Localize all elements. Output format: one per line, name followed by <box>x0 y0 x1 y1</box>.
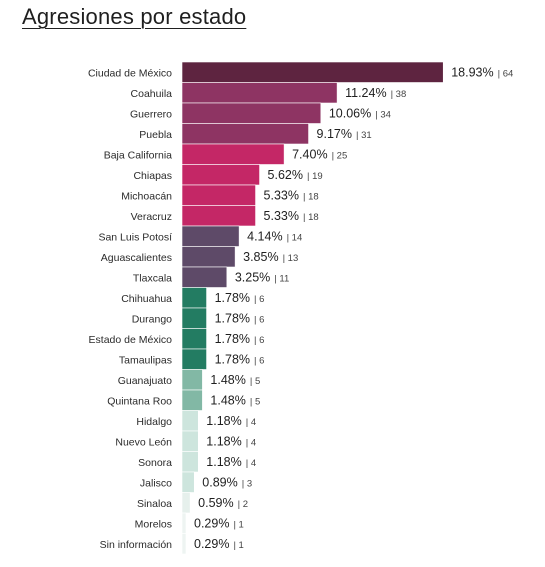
bar-22 <box>181 512 187 534</box>
value-label: 5.33% | 18 <box>264 188 319 202</box>
category-label: Tamaulipas <box>119 354 172 366</box>
value-label: 1.78% | 6 <box>215 352 265 366</box>
bar-19 <box>181 451 199 473</box>
value-label: 1.18% | 4 <box>206 455 256 469</box>
category-label: Chiapas <box>133 170 172 182</box>
value-label: 1.78% | 6 <box>215 291 265 305</box>
bar-4 <box>181 143 285 165</box>
bar-14 <box>181 348 207 370</box>
bar-7 <box>181 205 256 227</box>
bar-1 <box>181 82 338 104</box>
value-label: 3.85% | 13 <box>243 250 298 264</box>
value-label: 9.17% | 31 <box>317 127 372 141</box>
value-label: 1.18% | 4 <box>206 414 256 428</box>
category-label: Hidalgo <box>136 416 172 428</box>
bar-13 <box>181 328 207 350</box>
category-label: Sonora <box>138 457 172 469</box>
category-label: Quintana Roo <box>107 395 172 407</box>
category-label: Puebla <box>139 129 172 141</box>
category-label: Tlaxcala <box>133 272 172 284</box>
value-label: 7.40% | 25 <box>292 147 347 161</box>
bar-10 <box>181 266 228 288</box>
category-label: Jalisco <box>140 477 172 489</box>
category-label: Sinaloa <box>137 498 172 510</box>
bar-16 <box>181 389 203 411</box>
value-label: 0.29% | 1 <box>194 516 244 530</box>
bar-8 <box>181 225 240 247</box>
category-label: Durango <box>132 313 172 325</box>
value-label: 5.62% | 19 <box>268 168 323 182</box>
bar-5 <box>181 164 260 186</box>
category-label: Guerrero <box>130 108 172 120</box>
value-label: 1.48% | 5 <box>210 373 260 387</box>
bar-17 <box>181 410 199 432</box>
value-label: 10.06% | 34 <box>329 106 391 120</box>
bar-18 <box>181 430 199 452</box>
value-label: 0.89% | 3 <box>202 475 252 489</box>
value-label: 0.59% | 2 <box>198 496 248 510</box>
bar-11 <box>181 287 207 309</box>
bar-2 <box>181 102 322 124</box>
category-label: Chihuahua <box>121 293 172 305</box>
bar-0 <box>181 61 444 83</box>
value-label: 0.29% | 1 <box>194 537 244 551</box>
category-label: San Luis Potosí <box>98 231 172 243</box>
category-label: Baja California <box>104 149 172 161</box>
value-label: 1.18% | 4 <box>206 434 256 448</box>
category-label: Ciudad de México <box>88 67 172 79</box>
bar-23 <box>181 533 187 555</box>
chart-title: Agresiones por estado <box>22 4 247 29</box>
category-label: Morelos <box>135 518 172 530</box>
category-label: Coahuila <box>131 88 173 100</box>
bar-12 <box>181 307 207 329</box>
value-label: 18.93% | 64 <box>451 65 513 79</box>
category-label: Sin información <box>100 539 173 551</box>
bar-21 <box>181 492 191 514</box>
bar-20 <box>181 471 195 493</box>
category-label: Estado de México <box>89 334 173 346</box>
bar-3 <box>181 123 309 145</box>
bar-6 <box>181 184 256 206</box>
value-label: 1.78% | 6 <box>215 332 265 346</box>
value-label: 1.48% | 5 <box>210 393 260 407</box>
value-label: 3.25% | 11 <box>235 270 289 284</box>
category-label: Guanajuato <box>118 375 172 387</box>
value-label: 1.78% | 6 <box>215 311 265 325</box>
value-label: 5.33% | 18 <box>264 209 319 223</box>
bar-15 <box>181 369 203 391</box>
category-label: Nuevo León <box>115 436 172 448</box>
bar-9 <box>181 246 236 268</box>
category-label: Veracruz <box>131 211 172 223</box>
value-label: 11.24% | 38 <box>345 86 406 100</box>
category-label: Aguascalientes <box>101 252 172 264</box>
category-label: Michoacán <box>121 190 172 202</box>
value-label: 4.14% | 14 <box>247 229 302 243</box>
